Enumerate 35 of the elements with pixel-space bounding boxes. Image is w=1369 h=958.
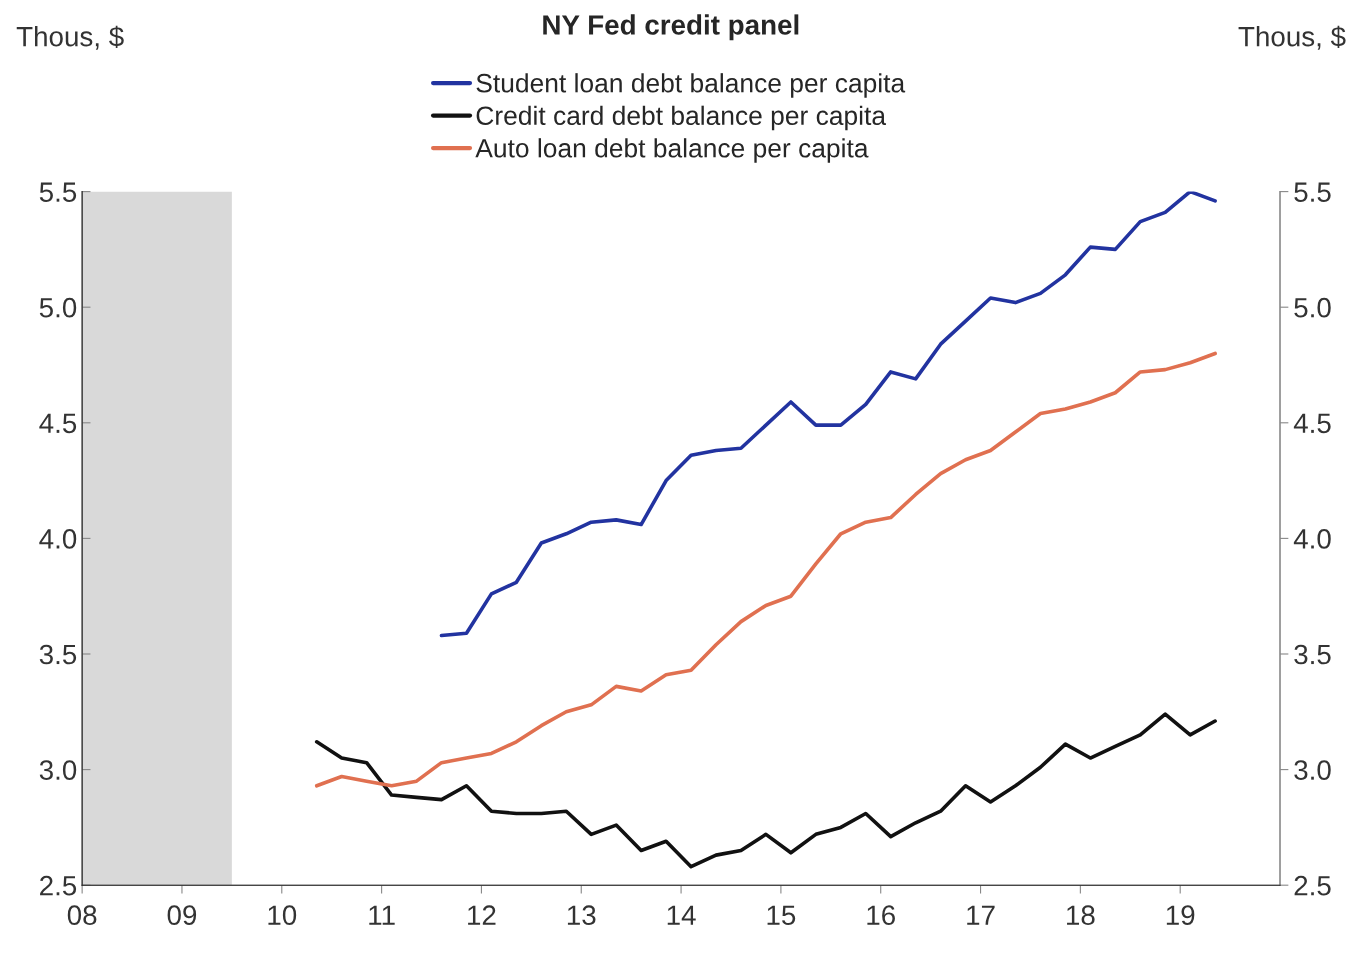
x-tick-label: 09 — [167, 905, 197, 926]
x-tick-label: 14 — [667, 905, 696, 925]
x-tick-label: 08 — [67, 905, 97, 926]
x-tick-label: 15 — [767, 905, 796, 926]
y-tick-label: 5.5 — [39, 182, 77, 202]
y2-tick-label: 3.0 — [1294, 760, 1331, 780]
line-series — [314, 712, 1217, 869]
x-tick-label: 19 — [1166, 905, 1195, 926]
y2-tick-label: 3.5 — [1294, 644, 1331, 665]
y-tick-label: 2.5 — [40, 875, 77, 896]
line-series — [439, 191, 1217, 638]
y-tick-label: 4.0 — [39, 529, 77, 549]
y2-tick-label: 4.5 — [1293, 413, 1331, 434]
legend-label: Auto loan debt balance per capita — [475, 138, 869, 163]
y-tick-label: 5.0 — [39, 297, 77, 318]
chart-title: NY Fed credit panel — [543, 14, 799, 41]
y2-tick-label: 4.0 — [1293, 529, 1331, 549]
y-tick-label: 3.5 — [39, 644, 77, 665]
legend-label: Student loan debt balance per capita — [476, 73, 906, 98]
x-tick-label: 13 — [567, 905, 596, 926]
line-series — [314, 351, 1217, 788]
x-tick-label: 16 — [867, 905, 895, 926]
y2-tick-label: 2.5 — [1294, 875, 1331, 896]
x-tick-label: 18 — [1067, 905, 1095, 926]
y-tick-label: 4.5 — [39, 413, 77, 434]
y2-tick-label: 5.5 — [1294, 182, 1331, 202]
x-tick-label: 10 — [268, 905, 297, 926]
y2-tick-label: 5.0 — [1294, 297, 1331, 318]
x-tick-label: 12 — [468, 905, 496, 925]
y-tick-label: 3.0 — [39, 760, 77, 780]
x-tick-label: 11 — [369, 905, 395, 925]
y2-axis-title: Thous, $ — [1238, 25, 1346, 50]
x-tick-label: 17 — [967, 905, 995, 925]
y-axis-title: Thous, $ — [16, 25, 124, 50]
legend-label: Credit card debt balance per capita — [476, 105, 887, 131]
